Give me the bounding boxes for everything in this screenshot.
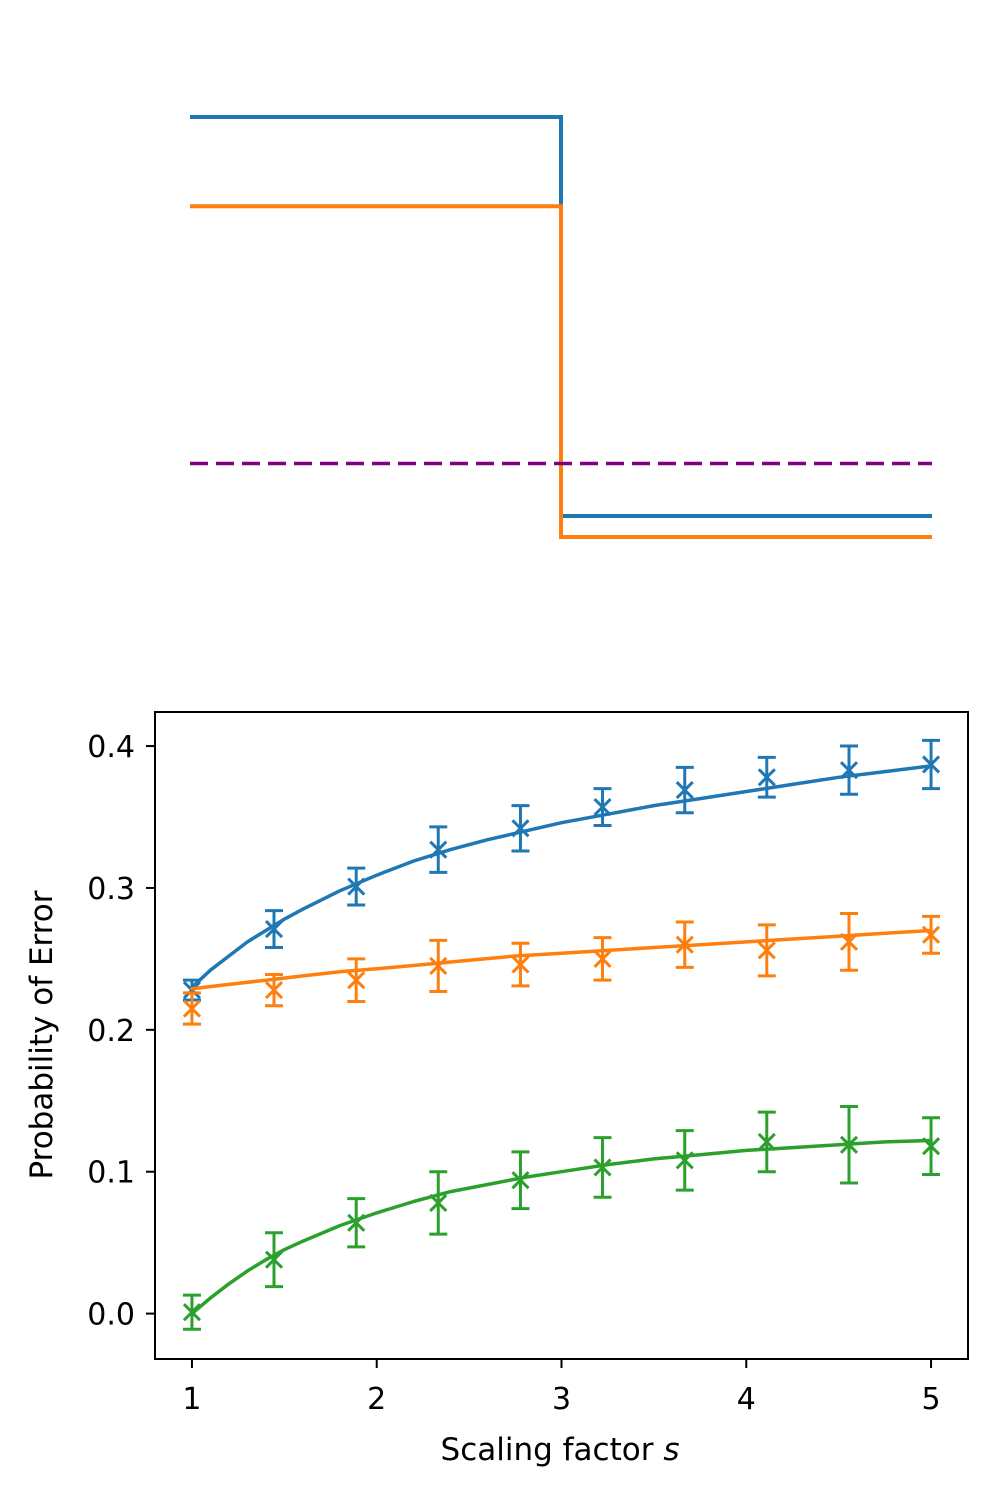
series-orange-point-marker [264, 981, 284, 1000]
series-green-point-marker [429, 1193, 448, 1212]
x-tick-label: 2 [367, 1382, 386, 1417]
marker-stroke [429, 1193, 448, 1212]
marker-stroke [921, 925, 941, 944]
marker-stroke [593, 1158, 612, 1177]
marker-stroke [347, 971, 366, 990]
top-series-orange-line [190, 204, 932, 539]
marker-stroke [839, 932, 859, 951]
marker-stroke [511, 955, 530, 974]
series-orange-point-marker [839, 932, 859, 951]
series-blue-point-marker [347, 877, 366, 896]
y-axis-ticks: 0.0 0.1 0.2 0.3 0.4 [87, 730, 155, 1333]
marker-stroke [921, 1137, 941, 1156]
y-tick-label: 0.2 [87, 1014, 135, 1049]
series-green-point-marker [839, 1135, 859, 1154]
marker-stroke [593, 949, 612, 968]
series-orange-point-marker [757, 941, 776, 960]
top-step-plot [190, 115, 932, 539]
series-blue-point-marker [757, 768, 776, 787]
series-green-point-marker [511, 1171, 530, 1190]
series-blue-point-marker [675, 780, 694, 800]
marker-stroke [757, 941, 776, 960]
marker-stroke [182, 1303, 202, 1322]
marker-stroke [182, 999, 202, 1018]
x-tick-label: 3 [552, 1382, 571, 1417]
y-axis-label: Probability of Error [24, 890, 60, 1179]
marker-stroke [264, 1250, 284, 1269]
x-tick-label: 1 [182, 1382, 201, 1417]
y-tick-label: 0.4 [87, 730, 135, 765]
marker-stroke [264, 920, 284, 939]
series-blue-point-marker [511, 819, 530, 838]
series-green-point-marker [347, 1213, 366, 1232]
marker-stroke [839, 761, 859, 780]
marker-stroke [511, 819, 530, 838]
series-green-point-marker [757, 1132, 776, 1151]
series-blue-point-marker [264, 920, 284, 939]
series-blue-point-marker [593, 798, 612, 817]
marker-stroke [264, 981, 284, 1000]
series-blue-point-marker [429, 840, 448, 859]
series-orange-point-marker [429, 956, 448, 976]
series-green-point-marker [264, 1250, 284, 1269]
x-axis-label-symbol: s [663, 1432, 679, 1468]
series-orange [182, 911, 941, 1026]
bottom-error-plot: 1 2 3 4 5 0.0 0.1 0.2 0.3 0.4 Scaling factor s P… [24, 711, 969, 1468]
marker-stroke [593, 798, 612, 817]
series-green-point-marker [593, 1158, 612, 1177]
series-orange-point-marker [182, 999, 202, 1018]
series-orange-fit-line [190, 928, 933, 991]
marker-stroke [757, 768, 776, 787]
series-green-point-marker [675, 1151, 694, 1170]
marker-stroke [675, 1151, 694, 1170]
series-orange-point-marker [347, 971, 366, 990]
marker-stroke [839, 1135, 859, 1154]
x-axis-label-text: Scaling factor [441, 1432, 664, 1468]
series-blue-point-marker [839, 761, 859, 780]
x-axis-ticks: 1 2 3 4 5 [182, 1359, 941, 1417]
y-tick-label: 0.1 [87, 1156, 135, 1191]
series-blue-fit-line [190, 764, 933, 990]
series-orange-point-marker [921, 925, 941, 944]
marker-stroke [757, 1132, 776, 1151]
x-axis-label: Scaling factor s [441, 1432, 680, 1468]
x-tick-label: 5 [921, 1382, 940, 1417]
x-tick-label: 4 [737, 1382, 756, 1417]
series-orange-point-marker [593, 949, 612, 968]
series-blue-point-marker [921, 755, 941, 774]
marker-stroke [429, 956, 448, 976]
bottom-series-layer [182, 738, 941, 1331]
marker-stroke [429, 840, 448, 859]
series-green-point-marker [921, 1137, 941, 1156]
series-green-point-marker [182, 1303, 202, 1322]
marker-stroke [675, 780, 694, 800]
marker-stroke [511, 1171, 530, 1190]
y-tick-label: 0.3 [87, 872, 135, 907]
series-orange-point-marker [511, 955, 530, 974]
marker-stroke [675, 935, 694, 954]
series-blue [182, 738, 941, 1002]
marker-stroke [347, 1213, 366, 1232]
marker-stroke [921, 755, 941, 774]
series-orange-point-marker [675, 935, 694, 954]
y-tick-label: 0.0 [87, 1298, 135, 1333]
series-green [182, 1104, 941, 1331]
marker-stroke [347, 877, 366, 896]
series-green-fit-line [190, 1138, 933, 1316]
